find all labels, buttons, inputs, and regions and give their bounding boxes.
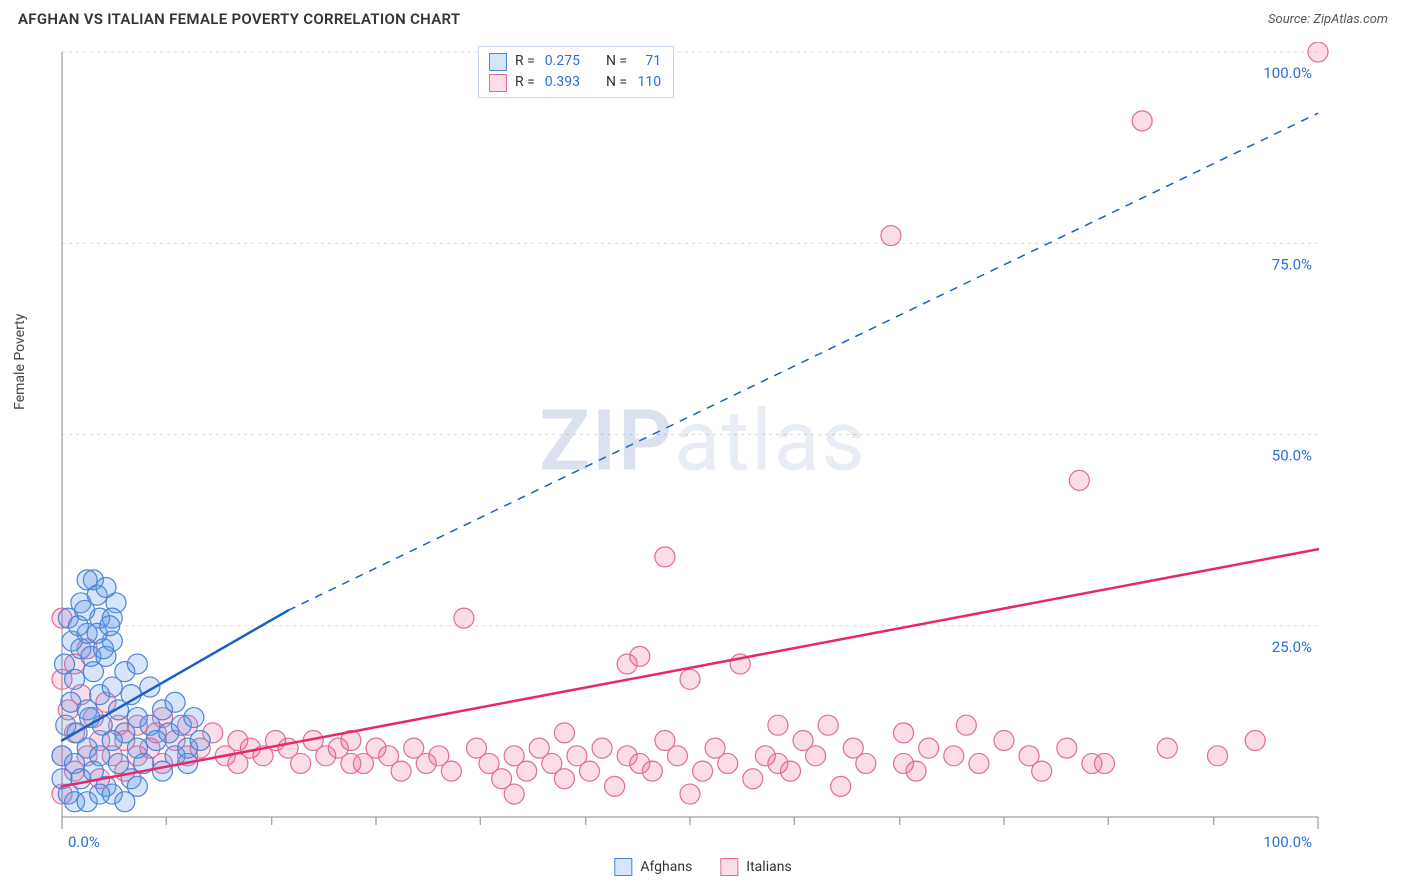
legend-item-afghans: Afghans	[614, 858, 692, 876]
chart-title: AFGHAN VS ITALIAN FEMALE POVERTY CORRELA…	[18, 10, 460, 28]
y-axis-label: Female Poverty	[12, 314, 28, 410]
swatch-afghans-icon	[614, 858, 632, 876]
swatch-italians	[489, 74, 507, 92]
svg-text:0.0%: 0.0%	[68, 833, 100, 851]
swatch-italians-icon	[720, 858, 738, 876]
svg-text:50.0%: 50.0%	[1272, 447, 1312, 465]
swatch-afghans	[489, 53, 507, 71]
svg-text:75.0%: 75.0%	[1272, 255, 1312, 273]
svg-text:100.0%: 100.0%	[1263, 64, 1312, 82]
scatter-plot: 0.0% 100.0% 25.0% 50.0% 75.0% 100.0%	[18, 42, 1388, 857]
source-label: Source: ZipAtlas.com	[1268, 12, 1388, 27]
legend-row-afghans: R = 0.275 N = 71	[489, 51, 663, 72]
svg-text:25.0%: 25.0%	[1272, 638, 1312, 656]
legend-row-italians: R = 0.393 N = 110	[489, 72, 663, 93]
svg-text:100.0%: 100.0%	[1263, 833, 1312, 851]
legend-correlation: R = 0.275 N = 71 R = 0.393 N = 110	[478, 46, 674, 98]
legend-item-italians: Italians	[720, 858, 791, 876]
legend-series: Afghans Italians	[614, 858, 791, 876]
chart-area: Female Poverty ZIPatlas 0.0%100.0%25.0%5…	[18, 42, 1388, 874]
